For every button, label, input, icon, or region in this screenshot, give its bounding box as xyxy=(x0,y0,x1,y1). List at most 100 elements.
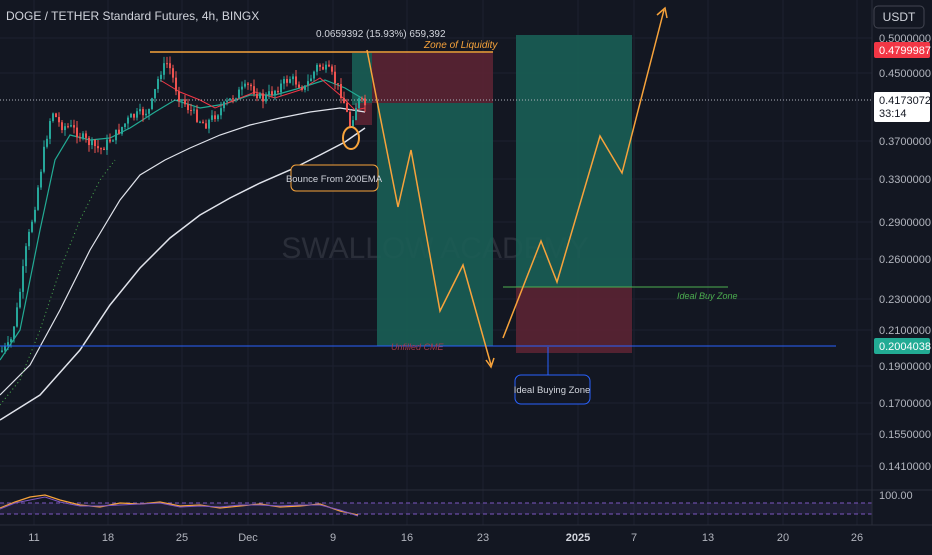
bounce-callout-box[interactable] xyxy=(290,164,379,192)
candle-body xyxy=(13,326,15,340)
candle-body xyxy=(205,123,207,129)
candle-body xyxy=(79,137,81,139)
candle-body xyxy=(133,113,135,118)
candle-body xyxy=(364,98,366,106)
candle-body xyxy=(76,127,78,138)
candle-body xyxy=(211,115,213,120)
y-axis-tick-labels: 0.5000000 0.4500000 0.3700000 0.3300000 … xyxy=(879,33,931,502)
candle-body xyxy=(163,63,165,75)
candle-body xyxy=(34,209,36,222)
bullish-arrowhead xyxy=(656,6,668,19)
bounce-callout-label: Bounce From 200EMA xyxy=(286,174,383,185)
unfilled-cme-label: Unfilled CME xyxy=(391,342,445,352)
candle-body xyxy=(196,109,198,122)
candle-body xyxy=(52,113,54,122)
candle-body xyxy=(274,90,276,96)
candle-body xyxy=(70,125,72,127)
candle-body xyxy=(97,146,99,149)
candle-body xyxy=(109,139,111,142)
ema-long-line xyxy=(0,107,366,396)
ideal-buying-callout-label: Ideal Buying Zone xyxy=(514,385,591,396)
candle-body xyxy=(199,121,201,123)
y-tick: 0.1550000 xyxy=(879,429,931,441)
currency-button[interactable] xyxy=(873,5,925,29)
candle-body xyxy=(121,127,123,134)
candle-body xyxy=(256,93,258,99)
stop-zone-short xyxy=(372,53,493,103)
x-tick: 13 xyxy=(702,532,714,544)
bounce-circle-marker xyxy=(342,126,360,150)
candle-body xyxy=(55,113,57,118)
candle-body xyxy=(190,110,192,112)
bullish-projection-path[interactable] xyxy=(502,9,665,339)
bearish-projection-path[interactable] xyxy=(366,49,492,366)
candle-body xyxy=(349,111,351,127)
y-tick: 0.1900000 xyxy=(879,361,931,373)
candle-body xyxy=(103,148,105,150)
currency-button-label: USDT xyxy=(883,10,916,24)
candle-body xyxy=(19,291,21,308)
candle-body xyxy=(10,339,12,343)
candle-body xyxy=(49,121,51,139)
candle-body xyxy=(115,129,117,141)
candle-body xyxy=(85,133,87,138)
candle-body xyxy=(250,84,252,87)
x-tick: 18 xyxy=(102,532,114,544)
candle-body xyxy=(283,79,285,84)
candle-body xyxy=(268,91,270,95)
candle-body xyxy=(94,139,96,147)
ideal-buy-zone-label: Ideal Buy Zone xyxy=(677,291,738,301)
x-tick: 20 xyxy=(777,532,789,544)
indicator-signal-line xyxy=(0,496,359,517)
indicator-line xyxy=(0,494,359,516)
candle-body xyxy=(64,126,66,131)
candle-body xyxy=(301,87,303,90)
x-tick-year: 2025 xyxy=(566,532,590,544)
candle-body xyxy=(310,78,312,82)
candle-body xyxy=(229,98,231,101)
candle-body xyxy=(271,91,273,96)
candle-body xyxy=(235,98,237,100)
indicator-y-tick: 100.00 xyxy=(879,490,913,502)
candle-body xyxy=(88,137,90,146)
candle-body xyxy=(223,101,225,109)
candle-body xyxy=(43,146,45,172)
candle-body xyxy=(7,342,9,346)
candle-body xyxy=(175,77,177,92)
candle-body xyxy=(340,84,342,99)
profit-zone-long xyxy=(516,35,632,287)
stop-zone-long xyxy=(516,287,632,353)
candle-body xyxy=(22,266,24,292)
upper-price-tag xyxy=(874,42,930,58)
candle-body xyxy=(214,115,216,120)
candle-body xyxy=(31,221,33,232)
profit-zone-small xyxy=(352,53,372,105)
candle-body xyxy=(91,139,93,146)
candle-body xyxy=(355,108,357,121)
candle-body xyxy=(61,122,63,131)
candle-body xyxy=(136,111,138,118)
candle-body xyxy=(361,98,363,100)
candle-body xyxy=(244,83,246,87)
candle-body xyxy=(304,85,306,90)
ideal-buying-callout-box[interactable] xyxy=(514,374,591,405)
candle-body xyxy=(184,99,186,105)
candle-body xyxy=(46,138,48,147)
candle-body xyxy=(124,123,126,128)
candle-body xyxy=(307,81,309,86)
x-tick: 9 xyxy=(330,532,336,544)
x-tick: 16 xyxy=(401,532,413,544)
candle-body xyxy=(253,86,255,94)
candle-body xyxy=(178,91,180,102)
symbol-title[interactable]: DOGE / TETHER Standard Futures, 4h, BING… xyxy=(6,9,259,23)
y-tick: 0.2600000 xyxy=(879,254,931,266)
candle-body xyxy=(331,66,333,72)
candle-body xyxy=(106,139,108,150)
countdown-label: 33:14 xyxy=(879,108,907,120)
candle-body xyxy=(145,113,147,116)
zone-of-liquidity-label: Zone of Liquidity xyxy=(423,40,498,51)
indicator-band-fill xyxy=(0,503,872,514)
candle-body xyxy=(343,98,345,104)
